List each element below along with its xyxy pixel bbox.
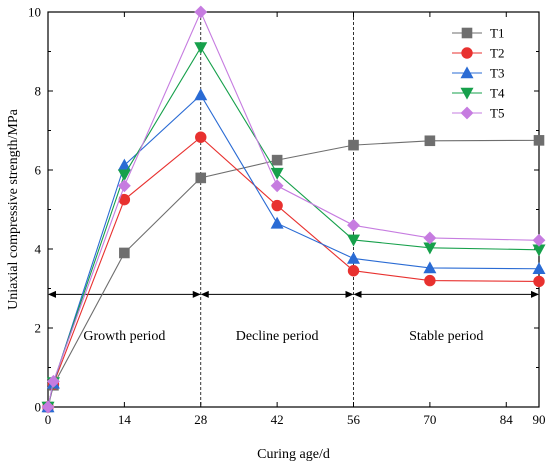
legend-item-T2: T2 xyxy=(452,46,504,61)
x-axis-title: Curing age/d xyxy=(257,447,330,462)
legend-marker xyxy=(461,47,473,59)
data-point-T4 xyxy=(117,169,131,182)
period-label: Decline period xyxy=(236,329,319,344)
x-tick-label: 70 xyxy=(423,412,436,427)
legend-label: T3 xyxy=(490,66,504,81)
period-label: Growth period xyxy=(83,329,165,344)
data-point-T2 xyxy=(271,199,283,212)
data-point-T2 xyxy=(347,265,360,277)
x-tick-label: 56 xyxy=(347,412,361,427)
series-T4 xyxy=(41,42,546,414)
series-line-T1 xyxy=(47,139,540,408)
y-tick-label: 8 xyxy=(35,84,42,99)
series-T1 xyxy=(42,135,545,413)
legend-marker xyxy=(461,27,473,39)
legend-marker xyxy=(460,87,474,100)
data-point-T5 xyxy=(47,374,60,388)
data-point-T1 xyxy=(348,139,359,151)
period-arrow-head-right xyxy=(345,290,354,298)
data-point-T5 xyxy=(532,233,546,247)
legend-label: T5 xyxy=(490,106,504,121)
data-point-T1 xyxy=(195,172,207,184)
x-tick-label: 0 xyxy=(45,412,52,427)
data-point-T4 xyxy=(347,234,361,247)
legend: T1 T2 T3 T4 T5 xyxy=(452,26,505,121)
data-point-T3 xyxy=(194,88,208,101)
series-T3 xyxy=(41,88,546,413)
legend-label: T2 xyxy=(490,46,504,61)
data-point-T5 xyxy=(41,400,55,414)
data-point-T5 xyxy=(270,179,284,193)
data-point-T1 xyxy=(533,135,545,146)
data-point-T1 xyxy=(424,135,436,147)
series-line-T5 xyxy=(47,10,540,408)
series-layer xyxy=(41,5,546,414)
y-tick-label: 6 xyxy=(35,163,42,178)
data-point-T2 xyxy=(424,274,436,287)
period-label: Stable period xyxy=(409,329,483,344)
y-tick-label: 0 xyxy=(35,400,42,415)
data-point-T5 xyxy=(347,218,360,232)
data-point-T5 xyxy=(117,179,131,193)
data-point-T3 xyxy=(423,261,437,274)
x-tick-label: 14 xyxy=(118,412,132,427)
axes: 0 14 28 42 56 70 84 90 0 2 4 6 8 10 xyxy=(28,5,546,428)
x-tick-label: 84 xyxy=(500,412,514,427)
legend-marker xyxy=(460,106,474,120)
x-tick-label: 28 xyxy=(194,412,207,427)
period-arrow-head-right xyxy=(531,290,539,298)
period-arrow-head-left xyxy=(48,290,56,298)
data-point-T4 xyxy=(270,167,284,180)
data-point-T1 xyxy=(119,247,130,259)
legend-item-T1: T1 xyxy=(452,26,504,41)
period-arrow-head-left xyxy=(353,290,362,298)
period-arrows: Growth period Decline period Stable period xyxy=(48,290,539,344)
legend-item-T3: T3 xyxy=(452,66,504,81)
series-T5 xyxy=(41,5,546,414)
data-point-T5 xyxy=(194,5,208,19)
y-axis-title: Uniaxial compressive strength/MPa xyxy=(6,108,21,309)
data-point-T1 xyxy=(271,154,283,166)
data-point-T2 xyxy=(195,131,207,143)
y-tick-label: 4 xyxy=(35,242,42,257)
legend-item-T5: T5 xyxy=(452,106,504,121)
x-tick-label: 90 xyxy=(533,412,546,427)
legend-label: T1 xyxy=(490,26,504,41)
series-line-T2 xyxy=(47,136,540,408)
x-tick-label: 42 xyxy=(271,412,284,427)
legend-item-T4: T4 xyxy=(452,86,505,101)
data-point-T4 xyxy=(194,42,208,55)
legend-label: T4 xyxy=(490,86,505,101)
data-point-T2 xyxy=(533,275,545,288)
data-point-T3 xyxy=(270,216,284,229)
series-line-T4 xyxy=(47,46,540,408)
y-tick-label: 2 xyxy=(35,321,42,336)
data-point-T5 xyxy=(423,231,437,245)
series-T2 xyxy=(42,131,545,413)
data-point-T3 xyxy=(532,262,546,275)
data-point-T3 xyxy=(347,251,361,264)
period-arrow-head-right xyxy=(192,290,201,298)
y-tick-label: 10 xyxy=(28,5,41,20)
period-dividers xyxy=(200,12,354,407)
period-arrow-head-left xyxy=(200,290,209,298)
legend-marker xyxy=(460,66,474,79)
